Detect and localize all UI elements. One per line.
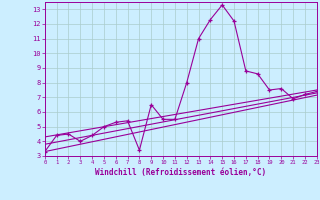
X-axis label: Windchill (Refroidissement éolien,°C): Windchill (Refroidissement éolien,°C)	[95, 168, 266, 177]
